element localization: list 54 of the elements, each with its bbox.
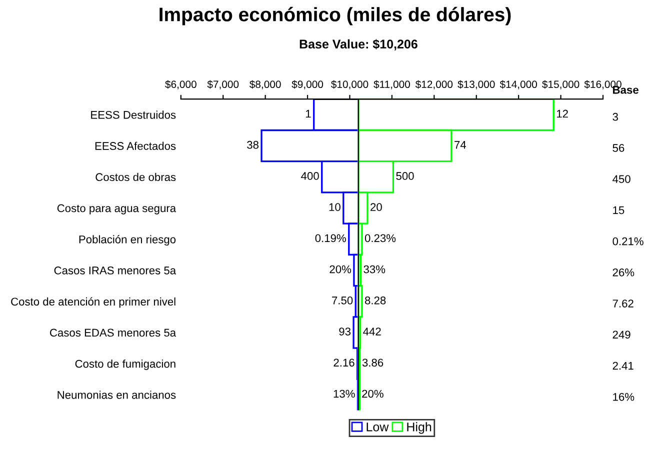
y-tick-label: Casos EDAS menores 5a xyxy=(50,328,176,337)
text: 2.41 xyxy=(612,362,634,370)
x-tick-label: $6,000 xyxy=(165,80,196,90)
annotation: 20% xyxy=(362,390,384,398)
text: 3 xyxy=(612,112,618,121)
annotation: 38 xyxy=(247,140,259,149)
x-tick-label: $7,000 xyxy=(207,80,239,90)
y-tick-label: EESS Afectados xyxy=(95,142,176,150)
annotation: 7.50 xyxy=(332,296,353,304)
y-tick-label: EESS Destruidos xyxy=(91,110,176,119)
annotation: 0.23% xyxy=(364,234,396,242)
annotation: 10 xyxy=(329,203,340,212)
x-tick-label: $12,000 xyxy=(415,80,453,90)
annotation: 20 xyxy=(370,203,382,212)
x-tick-label: $14,000 xyxy=(500,80,537,90)
annotation: 20% xyxy=(330,265,352,274)
annotation: 2.16 xyxy=(334,358,354,367)
annotation: 93 xyxy=(339,328,351,336)
y-tick-label: Costo para agua segura xyxy=(57,204,176,214)
annotation: 0.19% xyxy=(315,234,346,242)
annotation: 1 xyxy=(306,110,311,118)
x-tick-label: $15,000 xyxy=(542,80,580,90)
y-tick-label: Casos IRAS menores 5a xyxy=(54,266,176,274)
annotation: 500 xyxy=(396,172,414,180)
text: 7.62 xyxy=(612,300,634,308)
text: 249 xyxy=(612,330,630,339)
text: 56 xyxy=(612,144,624,152)
legend-label: High xyxy=(407,422,432,434)
annotation: 13% xyxy=(334,390,355,398)
annotation: 3.86 xyxy=(362,358,384,367)
y-tick-label: Neumonias en ancianos xyxy=(58,390,176,399)
text: 0.21% xyxy=(612,237,644,246)
text: 16% xyxy=(613,392,634,401)
x-tick-label: $10,000 xyxy=(331,80,368,90)
text: 26% xyxy=(612,268,634,276)
x-tick-label: $11,000 xyxy=(374,80,410,90)
chart-subtitle: Base Value: $10,206 xyxy=(300,39,418,50)
annotation: 8.28 xyxy=(364,296,386,304)
y-tick-label: Población en riesgo xyxy=(79,235,176,246)
text: 450 xyxy=(612,175,630,184)
legend-label: Low xyxy=(366,422,389,432)
annotation: 33% xyxy=(364,265,386,274)
annotation: 442 xyxy=(363,328,381,336)
y-tick-label: Costo de fumigacion xyxy=(75,360,176,370)
y-tick-label: Costos de obras xyxy=(96,172,176,182)
x-tick-label: $8,000 xyxy=(250,80,281,90)
annotation: 12 xyxy=(556,110,568,118)
annotation: 74 xyxy=(454,141,466,149)
annotation: 400 xyxy=(301,172,319,180)
y-tick-label: Costo de atención en primer nivel xyxy=(11,297,176,308)
x-tick-label: $9,000 xyxy=(292,80,324,90)
x-tick-label: $13,000 xyxy=(458,80,495,90)
chart-title: Impacto económico (miles de dólares) xyxy=(160,6,511,26)
text: 15 xyxy=(613,206,624,214)
